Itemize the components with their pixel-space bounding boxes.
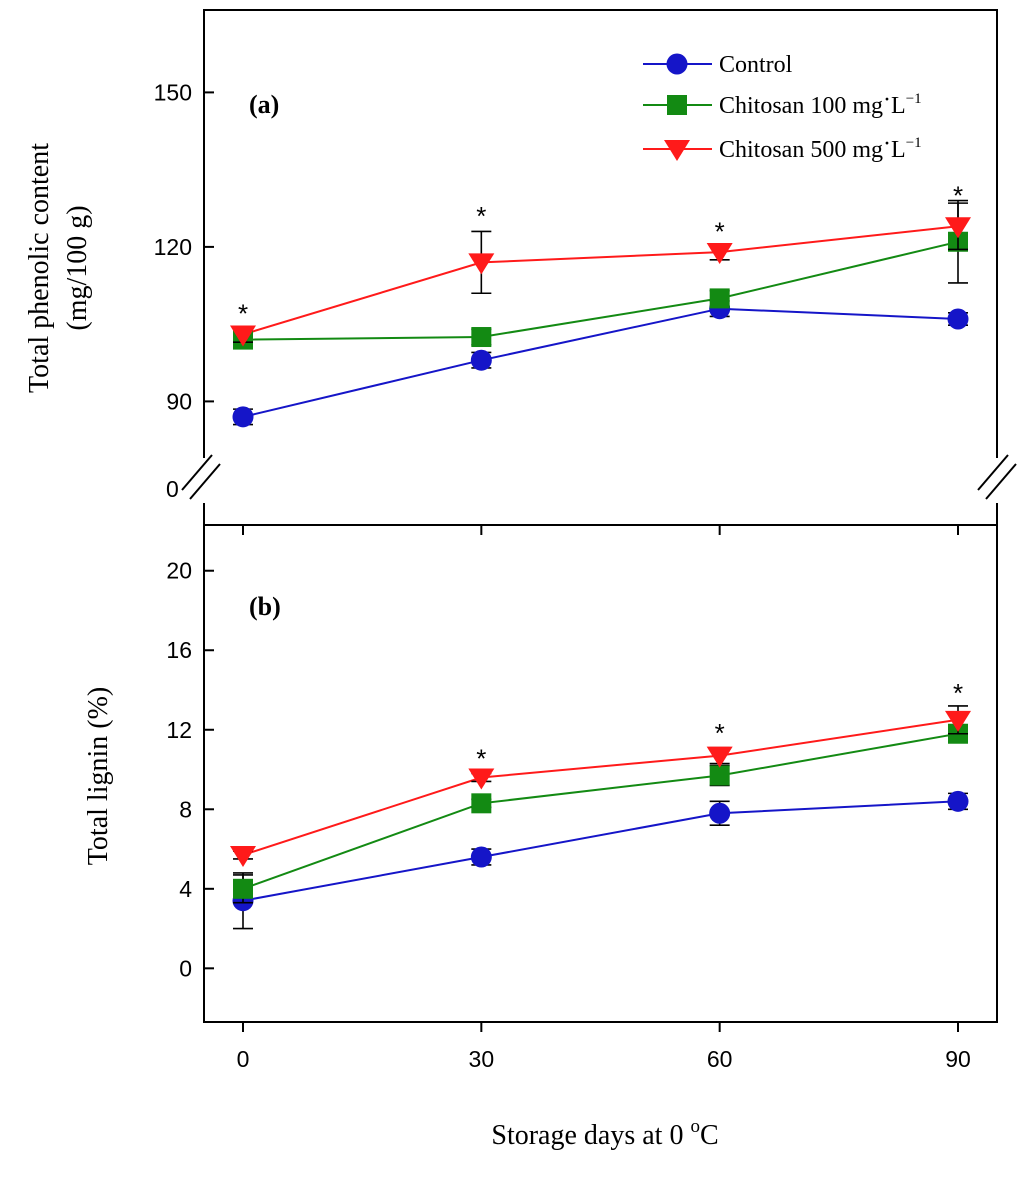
panel-a-frame (203, 9, 998, 526)
y-tick-label: 16 (166, 637, 192, 663)
data-point-control (470, 349, 492, 371)
x-axis-title-main: Storage days at 0 (491, 1120, 690, 1151)
x-tick-label: 0 (237, 1046, 250, 1072)
legend-entry-chitosan-500: Chitosan 500 mg·L−1 (643, 131, 922, 163)
significance-marker: * (238, 299, 248, 329)
legend-label-chitosan-500-exp: −1 (906, 135, 922, 151)
data-point-control (709, 802, 731, 824)
x-axis-title-unit: C (700, 1120, 719, 1151)
data-point-control (947, 308, 969, 330)
series-line-control (242, 307, 959, 418)
data-point-chitosan500 (945, 217, 971, 239)
data-point-chitosan500 (230, 325, 256, 347)
axis-break-slash (977, 454, 1009, 491)
legend: Control Chitosan 100 mg·L−1 Chitosan 500… (643, 52, 922, 163)
data-point-chitosan500 (706, 746, 733, 768)
legend-entry-control: Control (643, 52, 793, 78)
x-axis-title-degree: o (690, 1116, 700, 1137)
legend-entry-chitosan-100: Chitosan 100 mg·L−1 (643, 87, 922, 119)
data-point-chitosan100 (709, 288, 730, 309)
panel-a-label: (a) (249, 90, 279, 119)
axis-break-zero-label: 0 (166, 476, 179, 502)
x-axis-ticks: 0 30 60 90 (237, 525, 971, 1072)
data-point-chitosan100 (471, 793, 492, 814)
panel-a-y-title-line2: (mg/100 g) (62, 205, 93, 330)
series-line-control (242, 800, 959, 902)
data-point-chitosan500 (706, 243, 733, 265)
legend-label-control: Control (719, 52, 793, 78)
significance-marker: * (715, 718, 725, 748)
legend-label-chitosan-100-base: Chitosan 100 mg (719, 93, 883, 119)
x-tick-label: 30 (469, 1046, 495, 1072)
axis-break-slash (985, 463, 1017, 500)
y-tick-label: 150 (154, 79, 192, 105)
x-axis-title: Storage days at 0 oC (491, 1116, 718, 1151)
data-point-chitosan500 (468, 253, 495, 275)
legend-label-chitosan-100-exp: −1 (906, 91, 922, 107)
panel-b-frame (203, 524, 998, 1023)
series-line-chitosan100 (242, 732, 959, 890)
data-point-control (470, 846, 492, 868)
significance-marker: * (953, 180, 963, 210)
series-line-chitosan500 (242, 718, 959, 856)
data-point-chitosan100 (709, 765, 730, 786)
axis-break-slash (181, 454, 213, 491)
panel-b-label: (b) (249, 592, 281, 621)
panel-a-series: * * * * (230, 180, 971, 428)
significance-marker: * (476, 201, 486, 231)
data-point-chitosan100 (233, 878, 253, 899)
y-tick-label: 120 (154, 234, 192, 260)
y-tick-label: 0 (179, 955, 192, 981)
significance-marker: * (476, 744, 486, 774)
y-tick-label: 20 (166, 558, 192, 584)
panel-a-y-ticks: 90 120 150 (154, 79, 214, 414)
significance-marker: * (953, 678, 963, 708)
legend-label-chitosan-500: Chitosan 500 mg·L−1 (719, 131, 922, 163)
panel-a-phenolic: (a) 90 120 150 Total phenolic content (mg/… (24, 9, 1020, 526)
data-point-chitosan500 (945, 710, 971, 732)
axis-break-gap-left (180, 458, 220, 503)
legend-marker-chitosan-500 (664, 140, 690, 161)
y-tick-label: 4 (179, 876, 192, 902)
panel-b-lignin: (b) 0 4 8 12 16 20 Total lignin (%) * * * (83, 524, 998, 1023)
legend-marker-chitosan-100 (667, 95, 687, 115)
y-tick-label: 90 (166, 388, 192, 414)
panel-b-y-ticks: 0 4 8 12 16 20 (166, 558, 214, 981)
series-line-chitosan100 (242, 240, 959, 341)
axis-break: 0 (166, 454, 1020, 503)
series-line-chitosan500 (242, 225, 959, 336)
data-point-chitosan500 (230, 846, 256, 868)
y-tick-label: 12 (166, 717, 192, 743)
legend-label-chitosan-100-dot: · (883, 87, 891, 113)
data-point-chitosan500 (468, 768, 495, 790)
legend-label-chitosan-100: Chitosan 100 mg·L−1 (719, 87, 922, 119)
x-tick-label: 90 (945, 1046, 971, 1072)
legend-label-chitosan-500-dot: · (883, 131, 891, 157)
panel-b-y-title: Total lignin (%) (83, 687, 114, 865)
legend-label-chitosan-500-unit: L (891, 137, 906, 163)
legend-label-chitosan-500-base: Chitosan 500 mg (719, 137, 883, 163)
axis-break-slash (189, 463, 221, 500)
significance-marker: * (715, 216, 725, 246)
panel-a-y-title-line1: Total phenolic content (24, 143, 55, 393)
legend-label-chitosan-100-unit: L (891, 93, 906, 119)
y-tick-label: 8 (179, 796, 192, 822)
data-point-control (232, 406, 254, 428)
data-point-control (947, 790, 969, 812)
x-tick-label: 60 (707, 1046, 733, 1072)
legend-marker-control (666, 53, 688, 75)
panel-b-series: * * * (230, 678, 971, 930)
data-point-chitosan100 (471, 327, 492, 348)
